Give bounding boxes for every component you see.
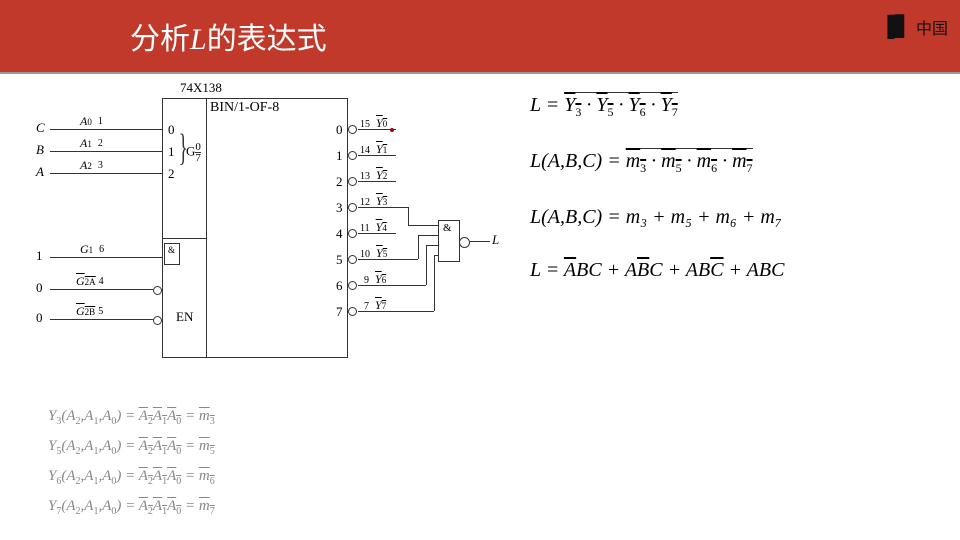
bubble-icon (348, 125, 357, 134)
enable-block: EN (162, 238, 207, 357)
minterm-y3: Y3(A2,A1,A0) = A2A1A0 = m3 (48, 404, 215, 434)
wire (50, 151, 162, 152)
chip-function-label: BIN/1-OF-8 (210, 100, 279, 116)
wire (408, 225, 438, 226)
inner-r6: 6 (336, 278, 343, 294)
decoder-chip: BIN/1-OF-8 0 1 2 } G07 EN 0 1 2 3 4 5 6 … (140, 98, 350, 358)
wire (434, 255, 435, 311)
enable-label: EN (176, 309, 193, 325)
bubble-icon (348, 203, 357, 212)
minterm-y6: Y6(A2,A1,A0) = A2A1A0 = m6 (48, 464, 215, 494)
title-var: L (190, 23, 207, 56)
minterm-equations: Y3(A2,A1,A0) = A2A1A0 = m3 Y5(A2,A1,A0) … (48, 404, 215, 524)
input-0b: 0 (36, 310, 43, 326)
wire (418, 235, 419, 259)
page-title: 分析L的表达式 (130, 14, 327, 58)
and-icon (164, 243, 180, 265)
bubble-icon (153, 316, 162, 325)
wire (358, 129, 396, 130)
slide-body: 74X138 BIN/1-OF-8 0 1 2 } G07 EN 0 1 2 3… (0, 72, 960, 540)
pin-a1: A1 2 (80, 136, 103, 151)
nand-gate: & (438, 220, 460, 262)
pin-g2a: G2A 4 (76, 274, 104, 289)
wire (358, 207, 408, 208)
brand-badge: ▐▋ 中国 (880, 14, 948, 39)
inner-r3: 3 (336, 200, 343, 216)
input-0a: 0 (36, 280, 43, 296)
equations-block: L = Y3 · Y5 · Y6 · Y7 L(A,B,C) = m3 · m5… (530, 94, 784, 312)
bubble-icon (153, 286, 162, 295)
wire (50, 319, 153, 320)
input-b: B (36, 142, 44, 158)
bubble-icon (348, 229, 357, 238)
wire (408, 207, 409, 225)
wire (50, 173, 162, 174)
wire (418, 235, 438, 236)
inner-left-0: 0 (168, 122, 175, 138)
output-l: L (492, 232, 499, 248)
title-prefix: 分析 (130, 23, 190, 56)
nand-symbol: & (443, 222, 452, 234)
bubble-icon (348, 255, 357, 264)
wire (426, 245, 438, 246)
bubble-icon (348, 151, 357, 160)
minterm-y5: Y5(A2,A1,A0) = A2A1A0 = m5 (48, 434, 215, 464)
wire (358, 155, 396, 156)
book-icon: ▐▋ (880, 14, 910, 39)
header-bar: 分析L的表达式 ▐▋ 中国 (0, 0, 960, 72)
inner-r4: 4 (336, 226, 343, 242)
inner-left-1: 1 (168, 144, 175, 160)
g-label: G07 (186, 142, 201, 163)
wire (50, 257, 162, 258)
pin-g1: G1 6 (80, 242, 104, 257)
pin-a0: A0 1 (80, 114, 103, 129)
bubble-icon (348, 307, 357, 316)
wire (50, 129, 162, 130)
title-suffix: 的表达式 (207, 23, 327, 56)
bubble-icon (348, 177, 357, 186)
bubble-icon (348, 281, 357, 290)
inner-r7: 7 (336, 304, 343, 320)
wire (358, 285, 426, 286)
minterm-y7: Y7(A2,A1,A0) = A2A1A0 = m7 (48, 494, 215, 524)
pin-a2: A2 3 (80, 158, 103, 173)
input-1: 1 (36, 248, 43, 264)
equation-4: L = ABC + ABC + ABC + ABC (530, 259, 784, 282)
wire (426, 245, 427, 285)
inner-left-2: 2 (168, 166, 175, 182)
circuit-diagram: 74X138 BIN/1-OF-8 0 1 2 } G07 EN 0 1 2 3… (40, 80, 470, 390)
equation-3: L(A,B,C) = m₃ + m₅ + m₆ + m₇ (530, 206, 784, 229)
pin-g2b: G2B 5 (76, 304, 103, 319)
inner-r1: 1 (336, 148, 343, 164)
inner-r2: 2 (336, 174, 343, 190)
brand-text: 中国 (916, 15, 948, 39)
equation-2: L(A,B,C) = m3 · m5 · m6 · m7 (530, 150, 784, 176)
wire (358, 259, 418, 260)
wire (358, 311, 434, 312)
wire (358, 233, 396, 234)
equation-1: L = Y3 · Y5 · Y6 · Y7 (530, 94, 784, 120)
wire (358, 181, 396, 182)
inner-r0: 0 (336, 122, 343, 138)
chip-part-number: 74X138 (180, 80, 222, 96)
input-a: A (36, 164, 44, 180)
inner-r5: 5 (336, 252, 343, 268)
wire (50, 289, 153, 290)
wire (470, 241, 490, 242)
input-c: C (36, 120, 45, 136)
